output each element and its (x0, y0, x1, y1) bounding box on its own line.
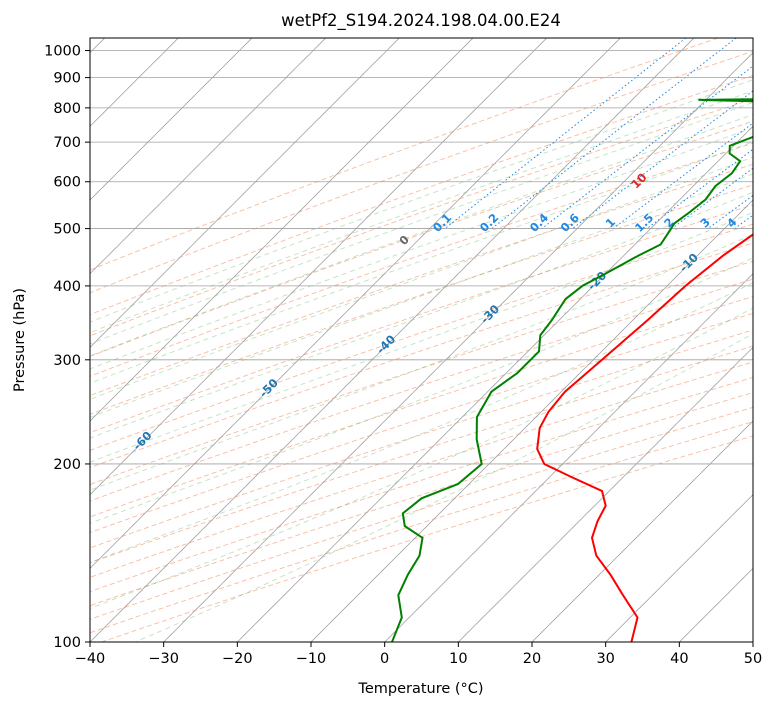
dry-adiabat-line (90, 421, 753, 634)
y-tick-label: 1000 (44, 44, 81, 60)
moist-adiabat-line (90, 114, 753, 357)
dry-adiabat-line (90, 163, 753, 397)
x-tick-label: −30 (148, 651, 179, 667)
moist-adiabat-line (90, 90, 753, 334)
dry-adiabat-line (90, 98, 753, 337)
y-tick-label: 600 (53, 175, 81, 191)
x-tick-label: −20 (222, 651, 253, 667)
dry-adiabat-line (90, 376, 753, 593)
dry-adiabat-line (90, 74, 753, 316)
isotherm-line (384, 273, 753, 642)
dry-adiabat-line (90, 392, 753, 607)
y-tick-label: 800 (53, 101, 81, 117)
x-tick-label: 20 (523, 651, 541, 667)
isotherm-line (90, 38, 695, 642)
y-axis-label: Pressure (hPa) (12, 288, 28, 392)
dry-adiabat-line (90, 204, 753, 434)
y-tick-label: 500 (53, 222, 81, 238)
moist-adiabat-line (135, 333, 753, 642)
y-tick-label: 400 (53, 279, 81, 295)
y-tick-label: 300 (53, 353, 81, 369)
dry-adiabat-line (100, 435, 753, 642)
plot-frame (89, 37, 754, 643)
isotherm-line (163, 52, 753, 642)
dry-adiabat-line (90, 260, 753, 485)
dewpoint-line (391, 98, 753, 642)
x-tick-label: 40 (670, 651, 688, 667)
dry-adiabat-line (90, 120, 753, 357)
plot-area: 0.10.20.40.611.5234681013162025303601020… (90, 38, 753, 642)
moist-adiabats (90, 79, 753, 642)
dry-adiabat-line (90, 312, 753, 534)
x-tick-label: −40 (75, 651, 106, 667)
x-tick-label: 30 (596, 651, 614, 667)
x-tick-label: 50 (744, 651, 762, 667)
profile-series (391, 98, 753, 642)
dry-adiabat-line (90, 406, 753, 620)
mixing-ratio-line (572, 90, 753, 229)
moist-adiabat-line (90, 156, 753, 400)
x-tick-label: 10 (449, 651, 467, 667)
isobars (90, 50, 753, 642)
isotherm-line (457, 346, 753, 642)
x-tick-label: 0 (380, 651, 389, 667)
mixing-ratio-line (671, 167, 753, 229)
isotherm-line (90, 38, 474, 422)
x-axis-label: Temperature (°C) (357, 681, 483, 697)
moist-adiabat-line (90, 173, 753, 418)
isotherm-line (236, 125, 753, 642)
isotherm-line (90, 38, 326, 275)
moist-adiabat-line (90, 282, 753, 563)
isotherms (90, 38, 753, 642)
isotherm-line (90, 38, 621, 569)
axis-ticks: −40 −30 −20 −10 0 10 20 30 40 50 100 200 300 400 500 60… (44, 44, 762, 667)
mixing-ratio-line (541, 65, 753, 229)
isotherm-line (310, 199, 753, 642)
moist-adiabat-line (90, 307, 753, 609)
y-tick-label: 900 (53, 71, 81, 87)
dry-adiabat-line (90, 296, 753, 518)
dry-adiabat-line (90, 38, 719, 271)
temperature-line (536, 233, 753, 642)
y-tick-label: 100 (53, 635, 81, 651)
dry-adiabats (90, 38, 753, 642)
isotherm-line (90, 38, 253, 201)
moist-adiabat-line (90, 127, 753, 370)
chart-title: wetPf2_S194.2024.198.04.00.E24 (281, 11, 561, 31)
y-tick-label: 200 (53, 457, 81, 473)
dry-adiabat-line (90, 50, 753, 294)
isotherm-line (531, 420, 753, 642)
isotherm-line (90, 38, 400, 348)
isotherm-line (605, 494, 753, 642)
x-tick-label: −10 (296, 651, 327, 667)
y-tick-label: 700 (53, 135, 81, 151)
moist-adiabat-line (90, 233, 753, 491)
mixing-ratio-lines (444, 38, 753, 230)
moist-adiabat-line (90, 79, 753, 323)
isotherm-line (90, 38, 547, 496)
